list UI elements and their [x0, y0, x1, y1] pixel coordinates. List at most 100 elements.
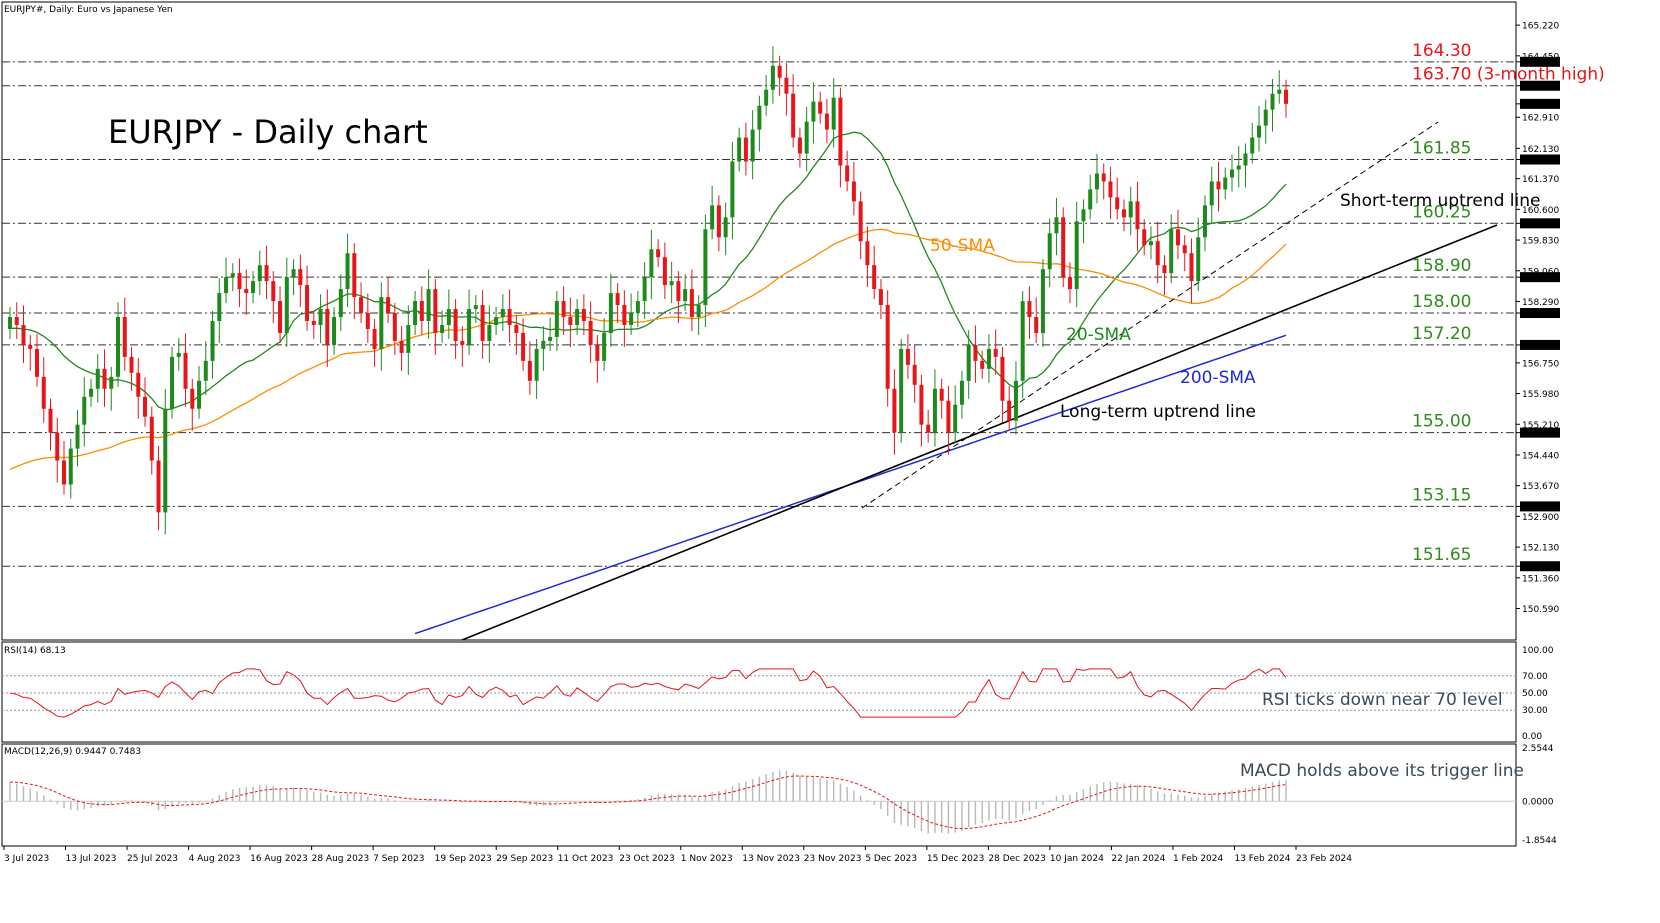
candle-body: [1081, 209, 1086, 222]
candle-body: [568, 317, 573, 325]
rsi-tick-label: 100.00: [1522, 646, 1554, 656]
macd-panel: 2.5544 0.0000 -1.8544: [2, 744, 1557, 846]
candle-body: [116, 317, 121, 377]
candle-body: [426, 289, 431, 321]
candle-body: [669, 281, 674, 286]
rsi-panel-frame: [1, 641, 1517, 743]
candle-body: [723, 217, 728, 238]
candle-body: [1128, 201, 1133, 218]
candle-body: [264, 265, 269, 282]
candle-body: [257, 265, 262, 282]
candle-body: [885, 305, 890, 389]
date-label: 1 Feb 2024: [1173, 854, 1224, 864]
candle-body: [507, 309, 512, 325]
candle-body: [372, 328, 377, 349]
price-tag-box: [1520, 56, 1560, 67]
price-tag-label: 164.300: [1522, 58, 1559, 68]
level-label: 157.20: [1412, 324, 1471, 344]
candle-body: [1277, 89, 1282, 94]
candle-body: [1243, 153, 1248, 166]
macd-tick-label: -1.8544: [1522, 836, 1557, 846]
trendline-label: Long-term uptrend line: [1060, 402, 1256, 422]
price-tick-label: 165.220: [1522, 22, 1559, 32]
price-tag-label: 163.700: [1522, 82, 1559, 92]
candle-body: [48, 408, 53, 433]
candle-body: [136, 372, 141, 397]
candle-body: [973, 344, 978, 361]
candle-body: [824, 113, 829, 130]
candle-body: [1142, 229, 1147, 246]
candle-body: [953, 404, 958, 433]
rsi-tick-label: 30.00: [1522, 706, 1548, 716]
candle-body: [899, 348, 904, 433]
price-tag-label: 161.850: [1522, 156, 1559, 166]
sma-label: 20-SMA: [1066, 325, 1131, 345]
candle-body: [757, 105, 762, 130]
candle-body: [770, 65, 775, 90]
date-label: 15 Dec 2023: [927, 854, 985, 864]
level-label: 158.00: [1412, 292, 1471, 312]
candle-body: [858, 201, 863, 242]
candle-body: [845, 165, 850, 182]
rsi-tick-label: 0.00: [1522, 732, 1542, 742]
price-tick-label: 156.750: [1522, 359, 1559, 369]
candle-body: [676, 281, 681, 302]
candle-body: [831, 97, 836, 130]
candle-body: [1000, 356, 1005, 401]
candle-body: [1047, 233, 1052, 270]
candle-body: [838, 97, 843, 166]
candle-body: [878, 289, 883, 306]
candle-body: [1074, 221, 1079, 290]
date-label: 7 Sep 2023: [373, 854, 424, 864]
candle-body: [244, 289, 249, 294]
candle-body: [453, 309, 458, 341]
price-tag-label: 163.246: [1522, 100, 1559, 110]
candle-body: [514, 324, 519, 333]
price-tick-label: 150.590: [1522, 605, 1559, 615]
candle-body: [959, 380, 964, 405]
candle-body: [433, 289, 438, 333]
candle-body: [851, 181, 856, 202]
candle-body: [311, 321, 316, 325]
candle-body: [1007, 400, 1012, 421]
candle-body: [413, 301, 418, 325]
candle-body: [548, 336, 553, 341]
date-label: 5 Dec 2023: [865, 854, 917, 864]
candle-body: [467, 309, 472, 345]
rsi-panel: 100.00 70.00 50.00 30.00 0.00: [2, 646, 1554, 742]
price-tick-label: 153.670: [1522, 482, 1559, 492]
candle-body: [1175, 229, 1180, 246]
candle-body: [1270, 93, 1275, 110]
date-label: 28 Dec 2023: [988, 854, 1046, 864]
candle-body: [176, 352, 181, 357]
candle-body: [1027, 301, 1032, 318]
candle-body: [926, 424, 931, 433]
moving-averages: [9, 131, 1287, 635]
candle-body: [251, 281, 256, 294]
candle-body: [696, 305, 701, 318]
candle-body: [82, 396, 87, 425]
candle-body: [1284, 89, 1288, 104]
candle-body: [1013, 380, 1018, 421]
candle-body: [183, 352, 188, 389]
candle-body: [487, 324, 492, 341]
candle-body: [1020, 301, 1025, 381]
annotation-labels: 164.30 163.70 (3-month high) 161.85 160.25 1…: [930, 41, 1605, 565]
date-label: 23 Oct 2023: [619, 854, 675, 864]
chart-title: EURJPY - Daily chart: [108, 113, 428, 151]
price-tick-label: 152.130: [1522, 544, 1559, 554]
price-tick-label: 155.980: [1522, 390, 1559, 400]
candle-body: [656, 249, 661, 258]
candle-body: [1067, 277, 1072, 290]
candle-body: [791, 93, 796, 138]
price-tag-box: [1520, 218, 1560, 229]
candle-body: [419, 301, 424, 321]
candle-body: [41, 376, 46, 409]
candle-body: [575, 309, 580, 325]
date-label: 4 Aug 2023: [189, 854, 241, 864]
candle-body: [75, 424, 80, 449]
level-label: 151.65: [1412, 545, 1471, 565]
price-tag-label: 157.200: [1522, 341, 1559, 351]
price-tag-label: 158.000: [1522, 310, 1559, 320]
